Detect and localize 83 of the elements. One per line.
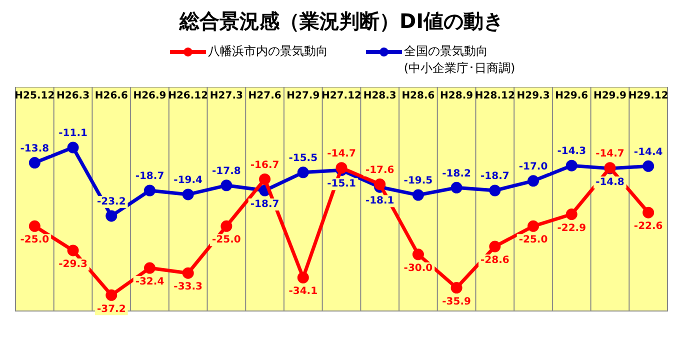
- data-label: -37.2: [96, 304, 126, 315]
- x-tick-label: H29.6: [555, 90, 588, 102]
- x-tick-label: H28.9: [440, 90, 474, 102]
- data-label: -14.4: [634, 146, 663, 158]
- point: [220, 180, 232, 192]
- x-tick-label: H26.9: [133, 90, 166, 102]
- point: [106, 289, 118, 301]
- data-label: -28.6: [480, 255, 510, 266]
- data-label: -17.0: [518, 161, 548, 172]
- point: [412, 248, 424, 260]
- data-label: -11.1: [58, 128, 88, 140]
- point: [528, 175, 540, 187]
- point: [144, 262, 156, 274]
- x-tick-label: H26.3: [56, 90, 90, 102]
- data-label: -18.7: [135, 171, 164, 182]
- point: [106, 210, 118, 222]
- point: [642, 206, 654, 218]
- point: [28, 220, 40, 232]
- data-label: -14.7: [327, 148, 356, 160]
- x-tick-label: H29.9: [593, 90, 627, 102]
- point: [259, 173, 271, 185]
- data-label: -19.4: [174, 175, 203, 186]
- data-label: -34.1: [288, 286, 318, 298]
- data-label: -14.8: [596, 177, 624, 188]
- x-tick-label: H29.3: [516, 90, 550, 102]
- point: [297, 272, 309, 284]
- data-label: -22.9: [557, 222, 586, 234]
- data-label: -25.0: [518, 234, 548, 246]
- x-tick-label: H28.3: [363, 90, 396, 102]
- data-label: -15.1: [327, 178, 356, 190]
- point: [28, 157, 40, 169]
- x-tick-label: H26.6: [94, 90, 128, 102]
- point: [182, 267, 194, 279]
- point: [144, 184, 156, 196]
- data-label: -35.9: [442, 296, 472, 308]
- data-label: -33.3: [174, 282, 203, 293]
- data-label: -19.5: [404, 176, 433, 187]
- point: [528, 220, 540, 232]
- data-label: -30.0: [404, 263, 433, 274]
- data-label: -23.2: [96, 196, 126, 208]
- text: (中小企業庁･日商調): [404, 60, 516, 77]
- data-label: -18.7: [480, 171, 510, 182]
- data-label: -18.2: [442, 168, 472, 180]
- x-tick-label: H26.12: [168, 90, 208, 102]
- data-label: -25.0: [212, 234, 241, 246]
- point: [566, 160, 578, 172]
- data-label: -15.5: [288, 152, 318, 164]
- point: [489, 184, 501, 196]
- data-label: -16.7: [250, 160, 280, 171]
- point: [297, 166, 309, 178]
- point: [489, 240, 501, 252]
- point: [374, 178, 386, 190]
- x-tick-label: H29.12: [628, 90, 668, 102]
- x-tick-label: H25.12: [14, 90, 55, 102]
- data-label: -32.4: [135, 276, 164, 288]
- chart-title: 総合景況感（業況判断）DI値の動き: [178, 8, 505, 35]
- point: [220, 220, 232, 232]
- point: [67, 142, 79, 154]
- x-tick-label: H28.12: [474, 90, 515, 102]
- data-label: -18.1: [365, 196, 394, 207]
- data-label: -29.3: [58, 259, 88, 270]
- point: [412, 189, 424, 201]
- data-label: -22.6: [634, 221, 663, 232]
- point: [67, 244, 79, 256]
- point: [450, 182, 462, 194]
- x-tick-label: H28.6: [402, 90, 435, 102]
- x-tick-label: H27.6: [248, 90, 282, 102]
- x-tick-label: H27.12: [322, 90, 362, 102]
- point: [450, 282, 462, 294]
- data-label: -18.7: [250, 199, 280, 210]
- x-tick-label: H27.9: [286, 90, 320, 102]
- data-label: -14.7: [596, 148, 624, 160]
- point: [642, 160, 654, 172]
- x-tick-label: H27.3: [210, 90, 243, 102]
- point: [566, 208, 578, 220]
- data-label: -13.8: [20, 143, 50, 154]
- legend-label: 八幡浜市内の景気動向: [208, 43, 328, 60]
- data-label: -14.3: [557, 146, 586, 158]
- data-label: -17.6: [365, 164, 394, 176]
- legend-label: 全国の景気動向: [404, 43, 488, 60]
- point: [182, 188, 194, 200]
- data-label: -17.8: [212, 166, 241, 178]
- data-label: -25.0: [20, 234, 50, 246]
